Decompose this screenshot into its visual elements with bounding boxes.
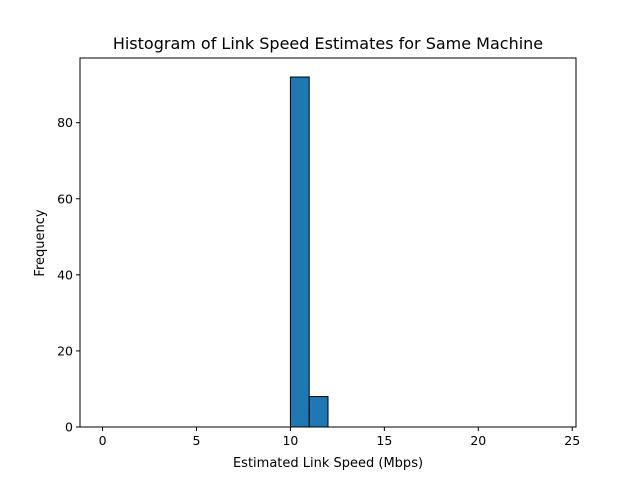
bars-group	[289, 76, 329, 428]
histogram-bar	[308, 396, 329, 428]
y-tick-label: 0	[65, 420, 73, 435]
y-tick-label: 60	[57, 191, 73, 206]
x-tick-label: 0	[99, 433, 107, 448]
x-tick-label: 15	[376, 433, 392, 448]
x-tick-label: 25	[564, 433, 580, 448]
x-tick-label: 5	[193, 433, 201, 448]
y-tick-label: 20	[57, 343, 73, 358]
x-axis-ticks: 0 5 10 15 20 25	[99, 427, 580, 448]
x-tick-label: 20	[470, 433, 486, 448]
y-axis-ticks: 0 20 40 60 80	[57, 115, 80, 435]
x-tick-label: 10	[282, 433, 298, 448]
chart-title: Histogram of Link Speed Estimates for Sa…	[113, 34, 543, 53]
y-tick-label: 80	[57, 115, 73, 130]
axes-frame	[79, 57, 577, 428]
histogram-bar	[289, 76, 310, 428]
y-axis-label: Frequency	[33, 209, 48, 276]
x-axis-label: Estimated Link Speed (Mbps)	[233, 456, 423, 471]
y-tick-label: 40	[57, 267, 73, 282]
